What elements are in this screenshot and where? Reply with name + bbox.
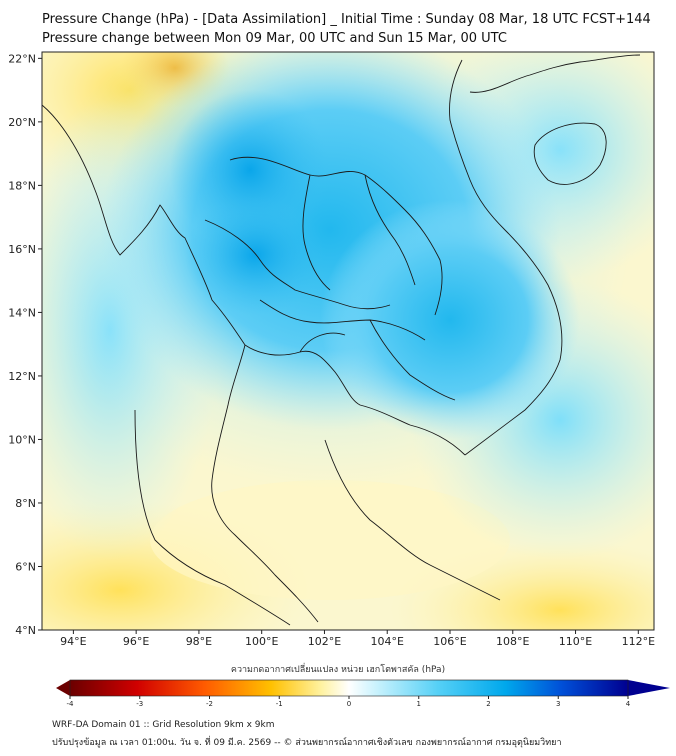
lat-tick-label: 6°N	[15, 560, 36, 573]
lon-tick-label: 102°E	[308, 635, 341, 648]
footer-update-credit: ปรับปรุงข้อมูล ณ เวลา 01:00น. วัน จ. ที่…	[52, 738, 562, 748]
coastlines-borders	[42, 54, 641, 626]
colorbar-tick-label: 0	[347, 700, 351, 708]
map-frame	[41, 51, 655, 631]
lon-tick-label: 96°E	[123, 635, 149, 648]
lon-tick-label: 100°E	[245, 635, 278, 648]
lat-tick-label: 10°N	[8, 433, 36, 446]
lat-tick-label: 4°N	[15, 624, 36, 637]
lat-tick-label: 12°N	[8, 370, 36, 383]
colorbar: -4 -3 -2 -1 0 1 2 3 4	[56, 679, 670, 708]
colorbar-tick-label: -3	[136, 700, 143, 708]
colorbar-tick-label: 3	[556, 700, 560, 708]
lat-tick-label: 14°N	[8, 306, 36, 319]
lon-tick-label: 98°E	[186, 635, 212, 648]
lat-tick-label: 16°N	[8, 243, 36, 256]
colorbar-tick-label: -2	[206, 700, 213, 708]
lon-tick-label: 106°E	[433, 635, 466, 648]
lat-tick-label: 18°N	[8, 179, 36, 192]
footer-model-info: WRF-DA Domain 01 :: Grid Resolution 9km …	[52, 720, 275, 730]
lon-tick-label: 112°E	[622, 635, 655, 648]
colorbar-tick-label: 4	[626, 700, 631, 708]
map-subtitle: Pressure change between Mon 09 Mar, 00 U…	[42, 31, 507, 46]
lat-tick-label: 22°N	[8, 52, 36, 65]
colorbar-tick-label: 1	[417, 700, 421, 708]
pressure-field	[42, 52, 654, 630]
lon-tick-label: 104°E	[371, 635, 404, 648]
lon-tick-label: 110°E	[559, 635, 592, 648]
lat-tick-label: 8°N	[15, 497, 36, 510]
map-title: Pressure Change (hPa) - [Data Assimilati…	[42, 12, 651, 27]
lon-tick-label: 108°E	[496, 635, 529, 648]
lon-tick-label: 94°E	[60, 635, 86, 648]
colorbar-tick-label: -1	[276, 700, 283, 708]
colorbar-tick-label: -4	[67, 700, 75, 708]
colorbar-label: ความกดอากาศเปลี่ยนแปลง หน่วย เฮกโตพาสคัล…	[230, 665, 446, 675]
lat-tick-label: 20°N	[8, 116, 36, 129]
latitude-axis: 22°N 20°N 18°N 16°N 14°N 12°N 10°N 8°N 6°N 4°N	[8, 52, 42, 637]
longitude-axis: 94°E 96°E 98°E 100°E 102°E 104°E 106°E 108°E 110…	[60, 630, 655, 648]
colorbar-tick-label: 2	[486, 700, 490, 708]
